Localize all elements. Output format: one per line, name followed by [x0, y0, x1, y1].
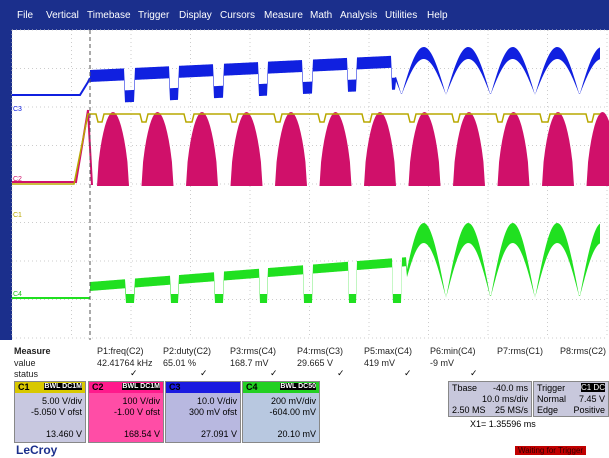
trace-label: C4 — [13, 291, 22, 298]
measure-header: P7:rms(C1) — [497, 346, 543, 356]
measure-value: 29.665 V — [297, 358, 333, 368]
measure-header: Measure — [14, 346, 51, 356]
trace-label: C1 — [13, 212, 22, 219]
timebase-delay: -40.0 ms — [493, 383, 528, 393]
channel-offset: 300 mV ofst — [189, 407, 237, 417]
channel-coupling: BWL DC1M — [122, 383, 160, 390]
trigger-box: Trigger C1 DC Normal 7.45 V Edge Positive — [533, 381, 609, 417]
measure-header: P4:rms(C3) — [297, 346, 343, 356]
trigger-slope: Positive — [573, 405, 605, 415]
channel-reading: 13.460 V — [46, 429, 82, 439]
channel-label: C3 — [169, 382, 240, 392]
measure-header: P5:max(C4) — [364, 346, 412, 356]
measure-value: 419 mV — [364, 358, 395, 368]
trigger-type: Edge — [537, 405, 558, 415]
waveform-display — [0, 0, 609, 340]
status-icon: ✓ — [270, 368, 278, 379]
measure-value: 42.41764 kHz — [97, 358, 153, 368]
status-icon: ✓ — [130, 368, 138, 379]
channel-vdiv: 100 V/div — [122, 396, 160, 406]
trigger-mode: Normal — [537, 394, 566, 404]
measure-header: P6:min(C4) — [430, 346, 476, 356]
channel-vdiv: 10.0 V/div — [197, 396, 237, 406]
status-icon: ✓ — [337, 368, 345, 379]
brand-logo: LeCroy — [16, 443, 57, 457]
measure-value: -9 mV — [430, 358, 454, 368]
channel-reading: 168.54 V — [124, 429, 160, 439]
channel-vdiv: 5.00 V/div — [42, 396, 82, 406]
measure-status: status — [14, 369, 38, 379]
left-bar — [0, 30, 12, 340]
channel-offset: -1.00 V ofst — [114, 407, 160, 417]
measure-value: value — [14, 358, 36, 368]
scope-screen: FileVerticalTimebaseTriggerDisplayCursor… — [0, 0, 609, 458]
measure-value: 168.7 mV — [230, 358, 269, 368]
trace-label: C2 — [13, 176, 22, 183]
cursor-readout: X1= 1.35596 ms — [470, 419, 536, 429]
timebase-tdiv: 10.0 ms/div — [482, 394, 528, 404]
timebase-label: Tbase — [452, 383, 477, 393]
channel-offset: -5.050 V ofst — [31, 407, 82, 417]
status-icon: ✓ — [200, 368, 208, 379]
channel-reading: 20.10 mV — [277, 429, 316, 439]
status-icon: ✓ — [404, 368, 412, 379]
measure-header: P1:freq(C2) — [97, 346, 144, 356]
measure-header: P3:rms(C4) — [230, 346, 276, 356]
channel-header: C3 — [166, 382, 240, 393]
acquisition-state: Waiting for Trigger — [515, 446, 586, 455]
status-icon: ✓ — [470, 368, 478, 379]
trigger-source: C1 DC — [581, 383, 605, 392]
trigger-level: 7.45 V — [579, 394, 605, 404]
timebase-samples: 2.50 MS — [452, 405, 486, 415]
channel-offset: -604.00 mV — [269, 407, 316, 417]
timebase-rate: 25 MS/s — [495, 405, 528, 415]
channel-coupling: BWL DC1M — [44, 383, 82, 390]
trigger-label: Trigger — [537, 383, 565, 393]
channel-reading: 27.091 V — [201, 429, 237, 439]
channel-vdiv: 200 mV/div — [271, 396, 316, 406]
measure-header: P2:duty(C2) — [163, 346, 211, 356]
measure-value: 65.01 % — [163, 358, 196, 368]
channel-coupling: BWL DC50 — [280, 383, 316, 390]
trace-label: C3 — [13, 106, 22, 113]
measure-header: P8:rms(C2) — [560, 346, 606, 356]
